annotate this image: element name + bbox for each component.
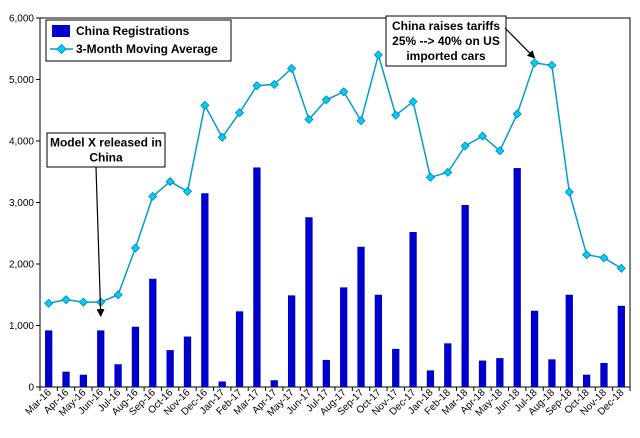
legend: China Registrations 3-Month Moving Avera… [45,19,232,62]
line-point [252,81,262,91]
bar [340,287,348,387]
line-point [582,250,592,260]
line-point [234,108,245,118]
bar [235,311,244,387]
line-point [495,146,505,156]
bar [409,232,417,387]
line-point [269,79,279,89]
bar [131,326,140,387]
line-point [599,253,609,263]
bar [253,167,261,387]
bar [565,294,573,387]
line-point [460,141,470,151]
line-point [356,116,366,126]
line-point [391,110,401,120]
bar-series [45,167,625,387]
line-point [564,187,574,197]
bar [617,305,625,387]
line-point [339,87,349,97]
bar [79,374,88,387]
bar [548,359,556,387]
bar [496,358,504,387]
bar [287,295,296,387]
bar [513,168,521,387]
moving-average-line [48,52,622,305]
line-point [44,298,54,308]
bar [357,246,365,387]
line-point [443,167,453,177]
bar [600,363,608,387]
bar [62,371,70,387]
bar [374,294,383,387]
bar [218,381,226,387]
bar [97,330,105,387]
bar [444,343,452,387]
line-point [287,63,297,73]
bar [530,310,539,387]
annotation-text: China raises tariffs [392,19,500,33]
line-point [547,60,557,70]
annotation-text: China [89,151,123,165]
y-tick-label: 4,000 [9,137,34,148]
line-point [130,243,141,253]
bar [582,374,591,387]
bar [45,330,53,387]
bar [270,380,278,387]
y-axis: 0 1,000 2,000 3,000 4,000 5,000 6,000 [9,14,40,394]
line-point [165,177,175,187]
legend-diamond-marker [56,43,67,55]
line-point [200,100,210,110]
bar [461,204,469,387]
annotation-box [385,15,507,67]
x-axis: Mar-16Apr-16May-16Jun-16Jul-16Aug-16Sep-… [24,387,631,419]
line-point [61,295,71,305]
line-point [477,131,488,141]
bar [305,217,313,387]
line-point [616,263,626,273]
plot-area [39,17,631,388]
line-point [408,97,418,107]
annotation-box [46,132,166,168]
line-point [373,50,383,60]
line-point [304,114,314,125]
annotation-text: imported cars [406,49,486,63]
legend-label-bars: China Registrations [76,24,190,38]
bar [478,360,487,387]
y-tick-label: 0 [28,383,34,394]
y-tick-label: 2,000 [9,260,34,271]
bar [149,278,157,387]
bar [166,350,174,387]
y-tick-label: 6,000 [9,14,34,25]
line-point [321,95,331,105]
legend-bar-swatch [52,25,70,37]
annotation-text: 25% --> 40% on US [392,34,500,48]
bar [183,336,192,387]
line-point [512,109,522,119]
annotation-arrow [95,166,105,318]
legend-box [45,19,232,62]
bar [426,370,435,387]
bar [322,359,330,387]
line-series [44,50,626,308]
line-point [113,290,123,300]
legend-label-line: 3-Month Moving Average [76,42,218,56]
annotation-text: Model X released in [50,136,162,150]
bar [114,364,122,387]
bar [392,348,400,387]
line-point [148,191,158,201]
y-tick-label: 5,000 [9,75,34,86]
line-point [182,186,193,196]
annotation-arrow [504,27,536,59]
y-tick-label: 1,000 [9,321,34,332]
line-point [78,297,88,307]
line-point [529,58,540,68]
line-point [217,132,227,142]
bar [201,193,209,387]
y-tick-label: 3,000 [9,198,34,209]
line-point [425,172,436,182]
